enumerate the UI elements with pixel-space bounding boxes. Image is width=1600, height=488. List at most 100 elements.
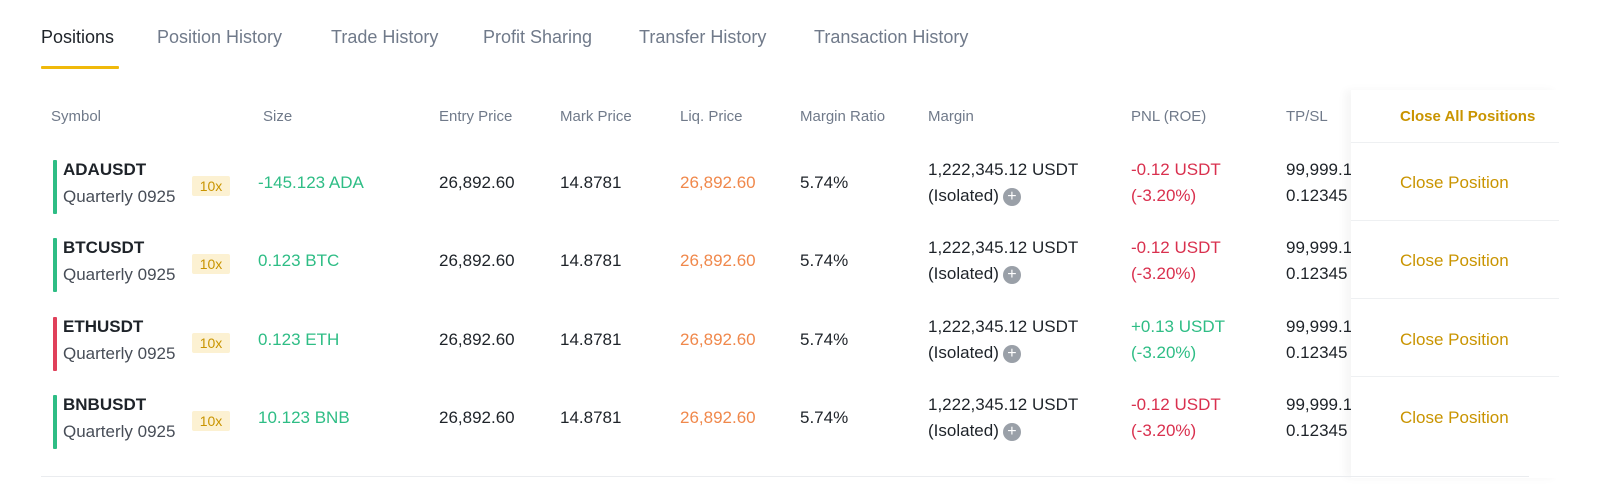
contract-type: Quarterly 0925 <box>63 344 176 363</box>
margin-mode-label: (Isolated) <box>928 186 999 205</box>
plus-circle-icon[interactable]: + <box>1002 187 1021 206</box>
close-position-button[interactable]: Close Position <box>1400 408 1509 427</box>
symbol-name[interactable]: BNBUSDT <box>63 395 147 414</box>
contract-type: Quarterly 0925 <box>63 265 176 284</box>
liq-price: 26,892.60 <box>680 330 756 349</box>
plus-circle-icon[interactable]: + <box>1002 265 1021 284</box>
side-indicator <box>53 238 57 292</box>
header-symbol[interactable]: Symbol <box>51 108 102 125</box>
header-pnl[interactable]: PNL (ROE) <box>1131 108 1207 125</box>
close-position-button[interactable]: Close Position <box>1400 173 1509 192</box>
tab-profit-sharing[interactable]: Profit Sharing <box>483 27 593 47</box>
mark-price: 14.8781 <box>560 251 622 270</box>
margin-amount: 1,222,345.12 USDT <box>928 395 1079 414</box>
margin-mode: (Isolated) + <box>928 186 1021 206</box>
side-indicator <box>53 317 57 371</box>
close-position-button[interactable]: Close Position <box>1400 330 1509 349</box>
header-entry-price[interactable]: Entry Price <box>439 108 513 125</box>
row-divider <box>1351 142 1559 143</box>
tp-value[interactable]: 99,999.1234 <box>1286 160 1351 179</box>
row-divider <box>1351 376 1559 377</box>
margin-mode-label: (Isolated) <box>928 264 999 283</box>
leverage-badge[interactable]: 10x <box>192 254 230 274</box>
side-indicator <box>53 160 57 214</box>
leverage-badge[interactable]: 10x <box>192 176 230 196</box>
sl-value[interactable]: 0.12345 <box>1286 421 1348 440</box>
position-size: 10.123 BNB <box>258 408 350 427</box>
pnl-value: +0.13 USDT <box>1131 317 1226 336</box>
tab-trade-history[interactable]: Trade History <box>331 27 439 47</box>
position-size: 0.123 BTC <box>258 251 340 270</box>
liq-price: 26,892.60 <box>680 408 756 427</box>
header-mark-price[interactable]: Mark Price <box>560 108 632 125</box>
symbol-name[interactable]: BTCUSDT <box>63 238 145 257</box>
margin-ratio: 5.74% <box>800 173 849 192</box>
close-all-positions-button[interactable]: Close All Positions <box>1400 108 1536 125</box>
tp-value[interactable]: 99,999.1234 <box>1286 395 1351 414</box>
row-divider <box>1351 298 1559 299</box>
sl-value[interactable]: 0.12345 <box>1286 264 1348 283</box>
active-tab-indicator <box>41 66 119 69</box>
symbol-name[interactable]: ADAUSDT <box>63 160 147 179</box>
tab-transfer-history[interactable]: Transfer History <box>639 27 767 47</box>
roe-value: (-3.20%) <box>1131 343 1197 362</box>
header-liq-price[interactable]: Liq. Price <box>680 108 743 125</box>
table-row: ETHUSDT Quarterly 0925 10x 0.123 ETH 26,… <box>41 309 1559 389</box>
symbol-name[interactable]: ETHUSDT <box>63 317 144 336</box>
close-position-button[interactable]: Close Position <box>1400 251 1509 270</box>
tab-transaction-history[interactable]: Transaction History <box>814 27 969 47</box>
margin-amount: 1,222,345.12 USDT <box>928 317 1079 336</box>
sl-value[interactable]: 0.12345 <box>1286 343 1348 362</box>
margin-mode-label: (Isolated) <box>928 421 999 440</box>
side-indicator <box>53 395 57 449</box>
tp-value[interactable]: 99,999.1234 <box>1286 238 1351 257</box>
contract-type: Quarterly 0925 <box>63 187 176 206</box>
mark-price: 14.8781 <box>560 173 622 192</box>
mark-price: 14.8781 <box>560 330 622 349</box>
positions-table: Symbol Size Entry Price Mark Price Liq. … <box>41 90 1559 488</box>
table-row: ADAUSDT Quarterly 0925 10x -145.123 ADA … <box>41 152 1559 232</box>
margin-mode: (Isolated) + <box>928 343 1021 363</box>
tab-positions[interactable]: Positions <box>41 27 115 47</box>
plus-circle-icon[interactable]: + <box>1002 422 1021 441</box>
roe-value: (-3.20%) <box>1131 186 1197 205</box>
sl-value[interactable]: 0.12345 <box>1286 186 1348 205</box>
header-margin-ratio[interactable]: Margin Ratio <box>800 108 886 125</box>
liq-price: 26,892.60 <box>680 173 756 192</box>
header-tpsl: TP/SL <box>1286 108 1328 125</box>
table-bottom-divider <box>41 476 1529 477</box>
plus-circle-icon[interactable]: + <box>1002 344 1021 363</box>
table-row: BTCUSDT Quarterly 0925 10x 0.123 BTC 26,… <box>41 230 1559 310</box>
leverage-badge[interactable]: 10x <box>192 411 230 431</box>
roe-value: (-3.20%) <box>1131 264 1197 283</box>
entry-price: 26,892.60 <box>439 330 515 349</box>
row-divider <box>1351 220 1559 221</box>
tp-value[interactable]: 99,999.1234 <box>1286 317 1351 336</box>
roe-value: (-3.20%) <box>1131 421 1197 440</box>
liq-price: 26,892.60 <box>680 251 756 270</box>
contract-type: Quarterly 0925 <box>63 422 176 441</box>
position-size: 0.123 ETH <box>258 330 340 349</box>
margin-mode: (Isolated) + <box>928 264 1021 284</box>
margin-ratio: 5.74% <box>800 251 849 270</box>
margin-ratio: 5.74% <box>800 330 849 349</box>
entry-price: 26,892.60 <box>439 408 515 427</box>
margin-amount: 1,222,345.12 USDT <box>928 160 1079 179</box>
margin-ratio: 5.74% <box>800 408 849 427</box>
margin-amount: 1,222,345.12 USDT <box>928 238 1079 257</box>
pnl-value: -0.12 USDT <box>1131 238 1221 257</box>
tab-position-history[interactable]: Position History <box>157 27 283 47</box>
leverage-badge[interactable]: 10x <box>192 333 230 353</box>
margin-mode: (Isolated) + <box>928 421 1021 441</box>
entry-price: 26,892.60 <box>439 251 515 270</box>
margin-mode-label: (Isolated) <box>928 343 999 362</box>
position-size: -145.123 ADA <box>258 173 364 192</box>
entry-price: 26,892.60 <box>439 173 515 192</box>
mark-price: 14.8781 <box>560 408 622 427</box>
header-size[interactable]: Size <box>263 108 293 125</box>
header-margin[interactable]: Margin <box>928 108 974 125</box>
pnl-value: -0.12 USDT <box>1131 395 1221 414</box>
table-row: BNBUSDT Quarterly 0925 10x 10.123 BNB 26… <box>41 387 1559 467</box>
close-column-panel <box>1351 90 1559 478</box>
pnl-value: -0.12 USDT <box>1131 160 1221 179</box>
